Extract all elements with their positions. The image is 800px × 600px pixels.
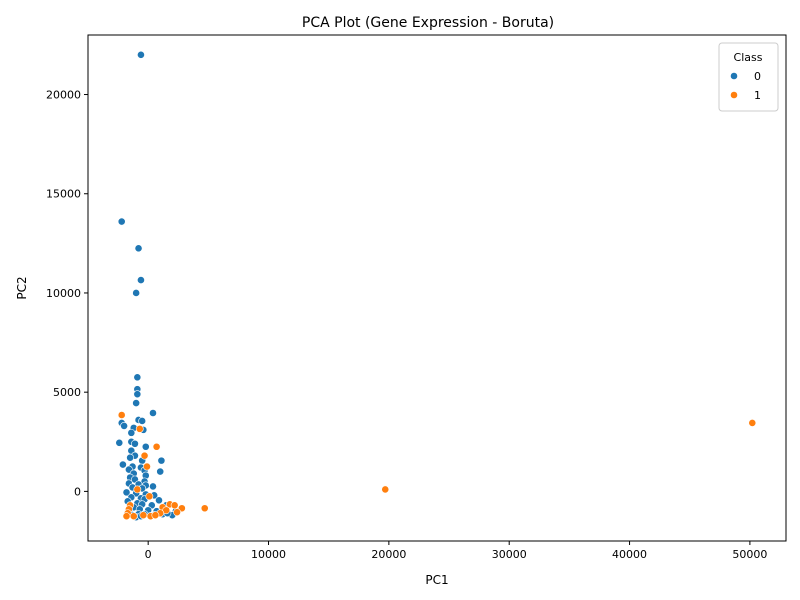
- data-point-class-0: [149, 482, 157, 491]
- x-tick-label: 50000: [732, 548, 767, 561]
- y-axis-title: PC2: [15, 276, 29, 299]
- data-point-class-0: [156, 467, 165, 476]
- data-point-class-0: [132, 289, 141, 297]
- data-point-class-1: [133, 485, 142, 494]
- x-tick-label: 30000: [492, 548, 527, 561]
- legend-label-class-1: 1: [754, 89, 761, 102]
- x-tick-label: 0: [145, 548, 152, 561]
- legend-title: Class: [734, 51, 763, 64]
- data-point-class-0: [134, 244, 143, 253]
- data-point-class-0: [122, 488, 131, 497]
- legend-marker-class-1: [730, 91, 738, 99]
- data-point-class-0: [157, 456, 166, 465]
- data-point-class-1: [152, 442, 161, 451]
- data-point-class-0: [138, 417, 147, 425]
- y-tick-label: 0: [74, 485, 81, 498]
- data-point-class-0: [133, 390, 142, 399]
- legend-marker-class-0: [730, 72, 738, 80]
- x-tick-label: 10000: [251, 548, 286, 561]
- data-point-class-0: [137, 50, 145, 59]
- data-point-class-1: [129, 512, 138, 521]
- x-tick-label: 20000: [371, 548, 406, 561]
- data-point-class-1: [145, 492, 154, 501]
- data-point-class-1: [143, 462, 151, 471]
- data-point-class-0: [117, 217, 126, 226]
- data-point-class-0: [127, 428, 136, 437]
- y-tick-label: 15000: [46, 188, 81, 201]
- y-axis: 0 5000 10000 15000 20000: [46, 89, 88, 498]
- legend: Class 0 1: [718, 42, 779, 112]
- data-point-class-0: [137, 276, 145, 284]
- data-point-class-1: [117, 411, 126, 419]
- data-point-class-0: [131, 439, 139, 448]
- x-tick-label: 40000: [612, 548, 647, 561]
- x-axis: 0 10000 20000 30000 40000 50000: [145, 541, 767, 561]
- data-point-class-1: [139, 511, 148, 520]
- data-point-class-1: [151, 511, 160, 520]
- x-axis-title: PC1: [425, 573, 448, 587]
- plot-area: [87, 34, 787, 542]
- data-point-class-0: [149, 409, 157, 417]
- y-tick-label: 5000: [53, 386, 81, 399]
- data-point-class-0: [155, 496, 163, 505]
- data-point-class-1: [170, 501, 179, 510]
- data-point-class-0: [115, 438, 124, 447]
- data-point-class-1: [122, 512, 131, 521]
- chart-title: PCA Plot (Gene Expression - Boruta): [302, 15, 554, 31]
- data-point-class-0: [132, 399, 141, 407]
- y-tick-label: 20000: [46, 89, 81, 102]
- data-point-class-1: [748, 419, 757, 427]
- data-points: [115, 50, 757, 522]
- data-point-class-1: [135, 424, 144, 433]
- data-point-class-1: [140, 451, 149, 460]
- data-point-class-1: [200, 504, 209, 513]
- y-tick-label: 10000: [46, 287, 81, 300]
- data-point-class-0: [133, 373, 142, 382]
- legend-label-class-0: 0: [754, 70, 761, 83]
- data-point-class-1: [381, 485, 390, 494]
- data-point-class-0: [141, 442, 150, 451]
- data-point-class-0: [120, 422, 129, 430]
- data-point-class-0: [126, 453, 135, 462]
- data-point-class-1: [173, 508, 181, 517]
- data-point-class-0: [119, 460, 127, 469]
